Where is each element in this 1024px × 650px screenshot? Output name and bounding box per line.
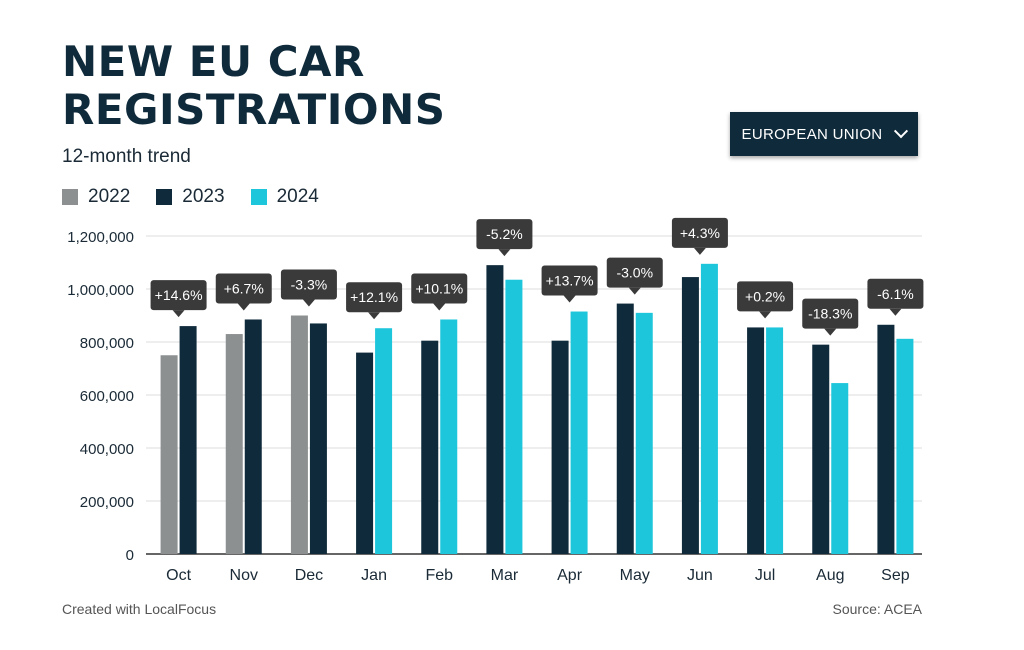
footer-credit: Created with LocalFocus xyxy=(62,601,217,617)
y-tick-label: 800,000 xyxy=(80,335,134,352)
legend: 2022 2023 2024 xyxy=(62,186,319,208)
change-callout xyxy=(606,257,663,288)
footer-source: Source: ACEA xyxy=(832,601,923,617)
bar-2023 xyxy=(681,277,699,554)
bar-2024 xyxy=(896,338,914,554)
y-tick-label: 400,000 xyxy=(80,441,134,458)
y-tick-label: 0 xyxy=(126,547,134,564)
bar-2022 xyxy=(160,355,178,554)
callout-pointer xyxy=(563,295,576,303)
callout-pointer xyxy=(368,312,381,320)
y-tick-label: 200,000 xyxy=(80,494,134,511)
legend-item-2022: 2022 xyxy=(62,186,130,208)
callout-pointer xyxy=(759,311,772,319)
callout-pointer xyxy=(693,247,706,255)
chart-subtitle: 12-month trend xyxy=(62,146,191,167)
bar-2024 xyxy=(505,279,523,554)
legend-label-2022: 2022 xyxy=(88,186,131,207)
bar-2023 xyxy=(551,340,569,554)
legend-item-2024: 2024 xyxy=(250,186,319,208)
change-callout xyxy=(737,281,794,312)
title-line-2: REGISTRATIONS xyxy=(62,85,446,134)
change-callout xyxy=(215,273,272,304)
change-callout xyxy=(541,265,598,296)
legend-item-2023: 2023 xyxy=(156,186,225,208)
change-callout xyxy=(476,219,533,250)
x-tick-label: Dec xyxy=(295,567,323,584)
change-callout xyxy=(867,278,924,309)
bar-2024 xyxy=(635,312,653,554)
bar-2024 xyxy=(375,328,393,554)
change-label: +10.1% xyxy=(415,280,463,296)
change-label: +14.6% xyxy=(155,287,203,303)
y-tick-label: 600,000 xyxy=(80,388,134,405)
change-label: +4.3% xyxy=(680,225,720,241)
change-callout xyxy=(280,269,337,300)
bar-2023 xyxy=(747,327,765,554)
callout-pointer xyxy=(433,303,446,311)
y-tick-label: 1,200,000 xyxy=(67,229,134,246)
bar-2024 xyxy=(570,311,588,554)
change-label: +6.7% xyxy=(224,280,264,296)
callout-pointer xyxy=(628,287,641,295)
bar-2023 xyxy=(179,326,197,554)
change-callout xyxy=(671,217,728,248)
change-label: -18.3% xyxy=(808,306,852,322)
bar-2023 xyxy=(877,324,895,554)
legend-swatch-2024 xyxy=(250,189,267,205)
bar-2023 xyxy=(309,323,327,554)
x-tick-label: Apr xyxy=(557,567,583,584)
bar-2024 xyxy=(831,383,849,554)
change-callout xyxy=(346,282,403,313)
callout-pointer xyxy=(498,249,511,257)
change-label: -6.1% xyxy=(877,286,914,302)
legend-swatch-2023 xyxy=(156,189,173,205)
region-dropdown[interactable]: EUROPEAN UNION xyxy=(730,112,918,156)
change-callout xyxy=(802,298,859,329)
x-tick-label: Mar xyxy=(491,567,519,584)
legend-label-2023: 2023 xyxy=(182,186,225,207)
bar-2022 xyxy=(225,334,243,554)
change-callout xyxy=(150,280,207,311)
bar-2022 xyxy=(290,315,308,554)
change-label: -5.2% xyxy=(486,226,523,242)
x-tick-label: Jul xyxy=(755,567,775,584)
x-tick-label: May xyxy=(620,567,650,584)
x-tick-label: Nov xyxy=(230,567,258,584)
change-label: -3.0% xyxy=(616,265,653,281)
bar-2024 xyxy=(700,263,718,554)
change-label: +13.7% xyxy=(546,273,594,289)
change-label: +12.1% xyxy=(350,289,398,305)
bar-2023 xyxy=(812,344,830,554)
bar-2023 xyxy=(486,265,504,554)
legend-label-2024: 2024 xyxy=(276,186,319,207)
callout-pointer xyxy=(172,310,185,318)
callout-pointer xyxy=(302,299,315,307)
x-tick-label: Jan xyxy=(361,567,387,584)
title-line-1: NEW EU CAR xyxy=(62,37,365,86)
callout-pointer xyxy=(824,328,837,336)
y-tick-label: 1,000,000 xyxy=(67,282,134,299)
bar-2023 xyxy=(244,319,262,554)
bar-2024 xyxy=(766,327,784,554)
bar-2023 xyxy=(616,303,634,554)
change-label: +0.2% xyxy=(745,288,785,304)
chart-title: NEW EU CAR REGISTRATIONS xyxy=(62,38,446,134)
x-tick-label: Feb xyxy=(425,567,453,584)
bar-2023 xyxy=(356,352,374,554)
legend-swatch-2022 xyxy=(62,189,78,205)
x-tick-label: Sep xyxy=(881,567,910,584)
x-tick-label: Oct xyxy=(166,567,191,584)
callout-pointer xyxy=(889,308,902,316)
x-tick-label: Aug xyxy=(816,567,844,584)
bar-2024 xyxy=(440,319,458,554)
bar-2023 xyxy=(421,340,439,554)
region-dropdown-label: EUROPEAN UNION xyxy=(741,125,883,143)
callout-pointer xyxy=(237,303,250,311)
change-label: -3.3% xyxy=(291,277,328,293)
change-callout xyxy=(411,273,468,304)
x-tick-label: Jun xyxy=(687,567,713,584)
